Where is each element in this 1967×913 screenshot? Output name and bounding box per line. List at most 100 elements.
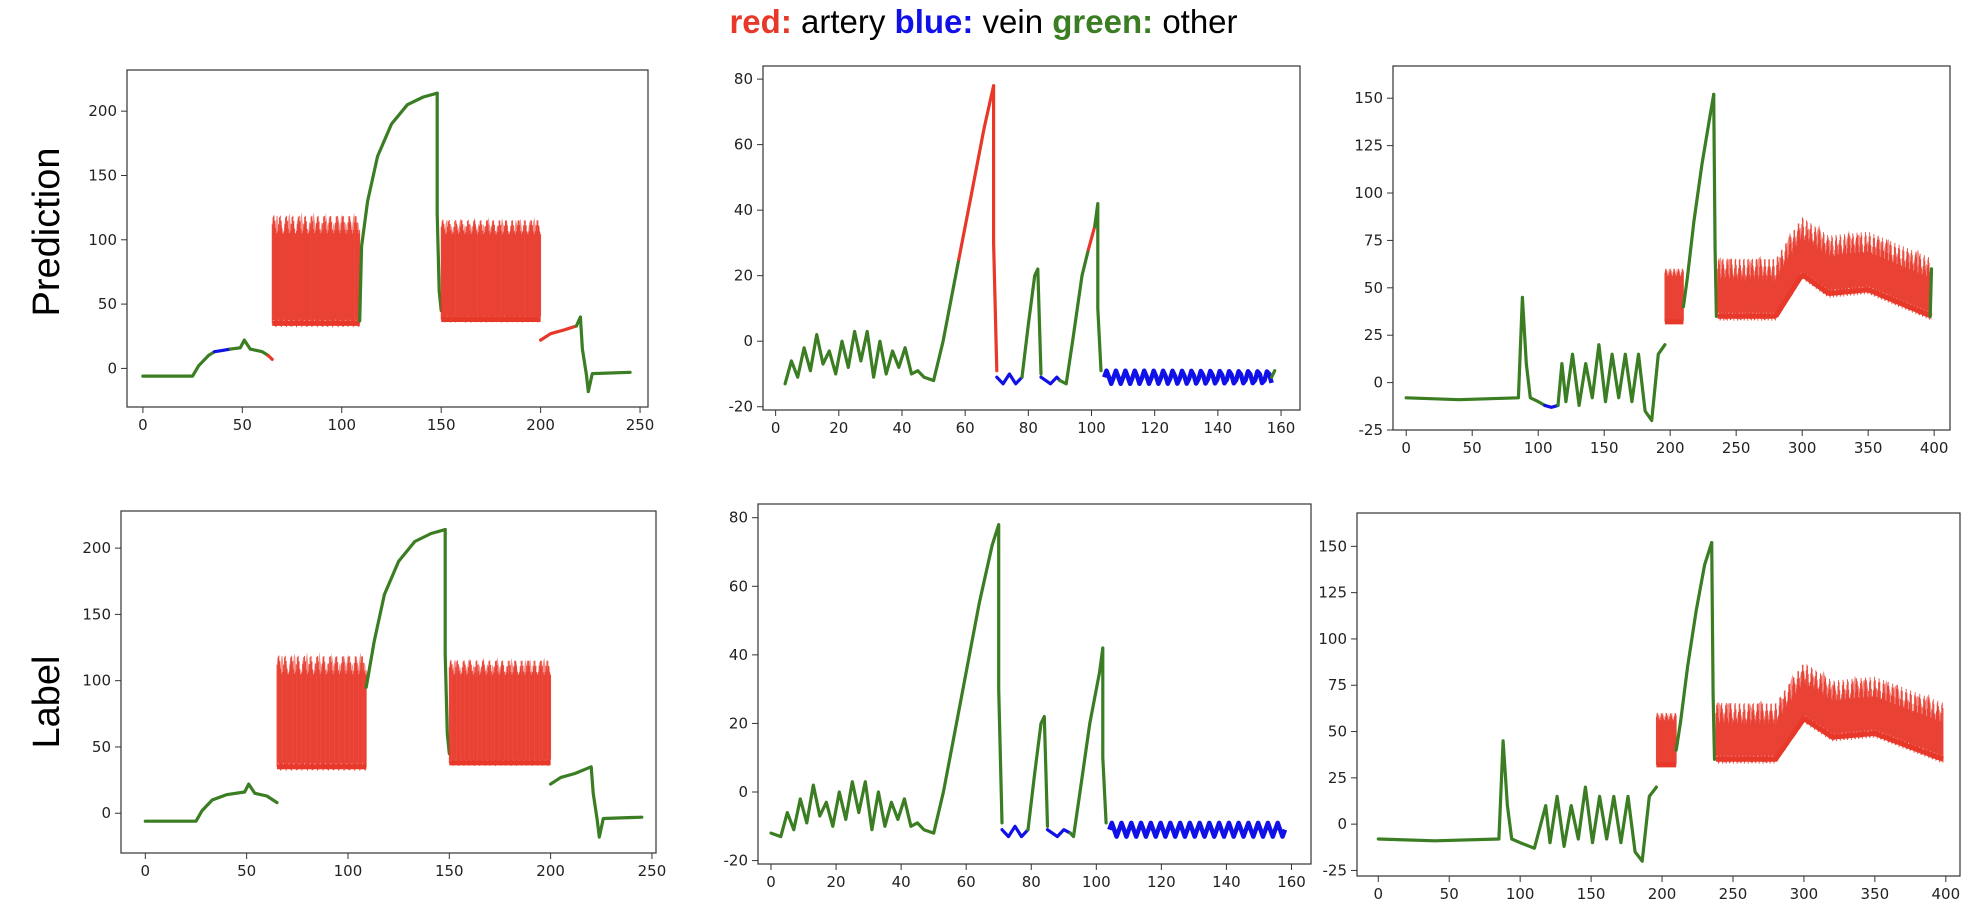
x-tick-label: 80 — [1022, 873, 1041, 891]
x-tick-label: 160 — [1267, 419, 1296, 437]
y-tick-label: 40 — [734, 201, 753, 219]
red-series-line — [539, 324, 578, 342]
blue-series-line — [995, 372, 1024, 386]
chart-3: 0 50 100 150 200 250 300 350 400 -25 0 25 50 75 100 125… — [1354, 65, 1951, 457]
red-series-oscillation — [1717, 217, 1932, 321]
red-series-oscillation — [271, 215, 361, 328]
x-tick-label: 0 — [771, 419, 781, 437]
y-tick-label: 0 — [101, 804, 111, 822]
y-tick-label: 0 — [743, 332, 753, 350]
y-tick-label: 0 — [1337, 815, 1347, 833]
x-tick-label: 200 — [1656, 439, 1685, 457]
x-tick-label: 250 — [638, 862, 667, 880]
x-tick-label: 250 — [1719, 885, 1748, 903]
x-tick-label: 100 — [1506, 885, 1535, 903]
x-tick-label: 100 — [1524, 439, 1553, 457]
x-tick-label: 250 — [1722, 439, 1751, 457]
red-series-base — [1717, 272, 1933, 319]
y-tick-label: 0 — [1373, 374, 1383, 392]
red-series-line — [957, 84, 996, 261]
x-tick-label: 0 — [141, 862, 151, 880]
y-tick-label: 100 — [88, 231, 117, 249]
x-tick-label: 60 — [956, 419, 975, 437]
x-tick-label: 50 — [1463, 439, 1482, 457]
y-tick-label: 0 — [107, 359, 117, 377]
x-tick-label: 400 — [1920, 439, 1949, 457]
x-tick-label: 0 — [1374, 885, 1384, 903]
x-tick-label: 200 — [526, 416, 555, 434]
series-group — [769, 523, 1288, 839]
green-series-line — [1710, 541, 1717, 761]
red-series-line — [1086, 224, 1097, 252]
green-series-line — [141, 350, 217, 378]
x-tick-label: 20 — [827, 873, 846, 891]
x-tick-label: 100 — [327, 416, 356, 434]
chart-4: 0 50 100 150 200 250 0 50 100 150 200 — [82, 510, 667, 880]
x-tick-label: 150 — [427, 416, 456, 434]
y-tick-label: 150 — [88, 166, 117, 184]
x-tick-label: 200 — [536, 862, 565, 880]
y-tick-label: -20 — [729, 398, 754, 416]
x-tick-label: 50 — [237, 862, 256, 880]
x-tick-label: 50 — [233, 416, 252, 434]
y-tick-label: 0 — [738, 783, 748, 801]
green-series-line — [1712, 92, 1718, 318]
y-tick-label: -25 — [1359, 421, 1384, 439]
green-series-line — [1058, 247, 1090, 386]
red-series-oscillation — [1664, 268, 1684, 325]
red-series-line — [266, 353, 274, 361]
x-tick-label: 350 — [1854, 439, 1883, 457]
green-series-line — [932, 257, 961, 383]
x-tick-label: 300 — [1790, 885, 1819, 903]
y-tick-label: 100 — [82, 672, 111, 690]
x-tick-label: 150 — [1590, 439, 1619, 457]
y-tick-label: 50 — [92, 738, 111, 756]
chart-1: 0 50 100 150 200 250 0 50 100 150 200 — [88, 69, 654, 434]
x-tick-label: 120 — [1147, 873, 1176, 891]
green-series-line — [549, 765, 644, 839]
y-tick-label: 20 — [734, 267, 753, 285]
green-series-line — [143, 782, 279, 823]
x-tick-label: 20 — [829, 419, 848, 437]
color-legend: red: artery blue: vein green: other — [0, 0, 1967, 44]
red-series-line — [992, 84, 999, 373]
green-series-line — [783, 329, 936, 386]
green-series-line — [1020, 267, 1043, 379]
legend-green-word: green — [1052, 3, 1143, 40]
y-tick-label: 200 — [88, 102, 117, 120]
x-tick-label: 100 — [1082, 873, 1111, 891]
x-tick-label: 120 — [1140, 419, 1169, 437]
y-tick-label: 60 — [729, 577, 748, 595]
y-tick-label: -25 — [1323, 861, 1348, 879]
blue-series-line — [1000, 824, 1030, 839]
y-tick-label: 150 — [82, 605, 111, 623]
red-series-oscillation — [440, 219, 542, 323]
y-tick-label: 125 — [1354, 137, 1383, 155]
x-tick-label: 140 — [1212, 873, 1241, 891]
y-tick-label: 150 — [1318, 537, 1347, 555]
y-tick-label: 80 — [734, 70, 753, 88]
legend-green-desc: other — [1162, 3, 1238, 40]
y-tick-label: 25 — [1328, 769, 1347, 787]
blue-series-line — [1045, 828, 1072, 839]
blue-series-wave — [1102, 368, 1274, 387]
plot-frame — [1356, 512, 1961, 877]
plot-frame — [126, 69, 649, 408]
x-tick-label: 140 — [1204, 419, 1233, 437]
blue-series-line — [212, 347, 232, 354]
legend-blue-colon: : — [962, 3, 974, 40]
x-tick-label: 160 — [1277, 873, 1306, 891]
x-tick-label: 40 — [892, 873, 911, 891]
green-series-line — [358, 91, 439, 323]
y-tick-label: 50 — [98, 295, 117, 313]
green-series-line — [1928, 267, 1934, 318]
legend-blue-word: blue — [894, 3, 963, 40]
x-tick-label: 40 — [892, 419, 911, 437]
chart-5: 0 20 40 60 80 100 120 140 160 -20 0 20 40 60 80 — [724, 503, 1312, 891]
green-series-line — [228, 338, 270, 358]
red-series-base — [1716, 715, 1944, 762]
blue-series-line — [1543, 403, 1560, 409]
y-tick-label: 80 — [729, 509, 748, 527]
y-tick-label: 100 — [1318, 630, 1347, 648]
green-series-line — [1674, 541, 1714, 752]
